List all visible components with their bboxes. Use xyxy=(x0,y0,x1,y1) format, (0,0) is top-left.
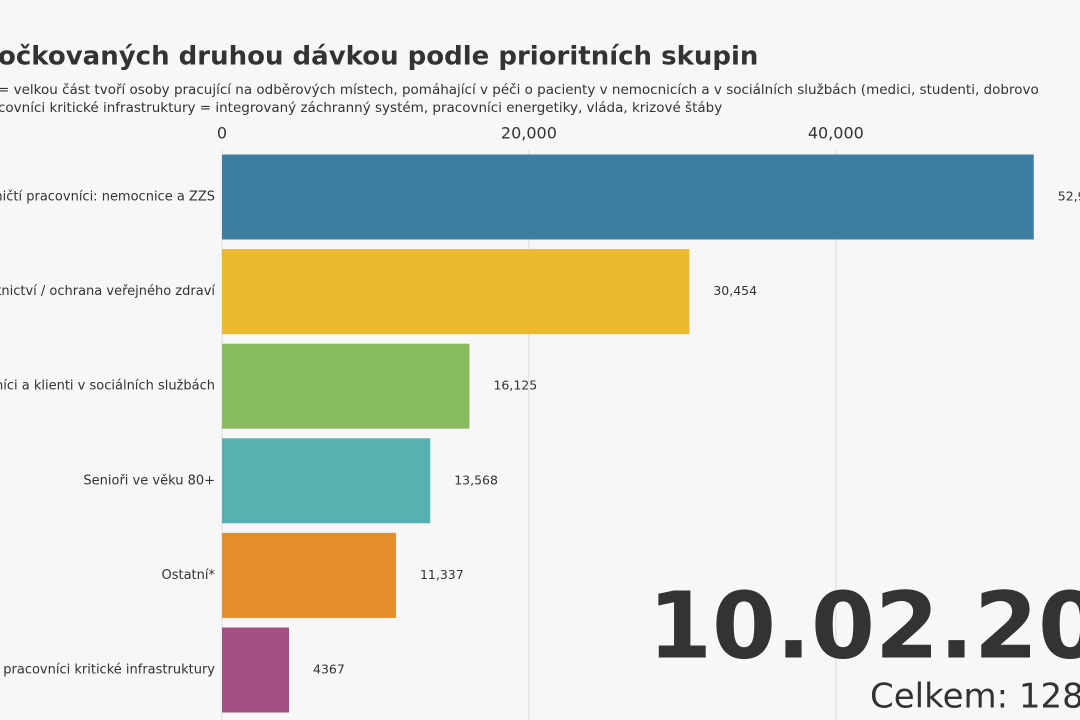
value-label: 11,337 xyxy=(420,567,464,582)
category-label: vníci a klienti v sociálních službách xyxy=(0,379,215,394)
category-label: otnictví / ochrana veřejného zdraví xyxy=(0,284,215,299)
chart-title: očkovaných druhou dávkou podle prioritní… xyxy=(0,42,758,72)
value-label: 52,9 xyxy=(1058,189,1080,204)
total-label: Celkem: 128 xyxy=(870,677,1080,717)
value-label: 13,568 xyxy=(454,472,498,487)
subtitle: = velkou část tvoří osoby pracující na o… xyxy=(0,82,1039,98)
bar xyxy=(222,438,431,524)
value-label: 30,454 xyxy=(713,283,757,298)
x-tick-label: 40,000 xyxy=(808,124,864,143)
value-label: 16,125 xyxy=(493,378,537,393)
bar xyxy=(222,627,290,713)
bar xyxy=(222,249,690,335)
bar xyxy=(222,154,1034,240)
subtitle: covníci kritické infrastruktury = integr… xyxy=(0,100,722,116)
category-label: tničtí pracovníci: nemocnice a ZZS xyxy=(0,190,215,205)
category-label: ní pracovníci kritické infrastruktury xyxy=(0,663,215,678)
x-tick-label: 20,000 xyxy=(501,124,557,143)
bar xyxy=(222,343,470,429)
bar xyxy=(222,532,396,618)
grid xyxy=(221,150,837,720)
date-label: 10.02.202 xyxy=(648,572,1080,679)
x-tick-label: 0 xyxy=(217,124,227,143)
category-label: Senioři ve věku 80+ xyxy=(83,473,215,488)
category-label: Ostatní* xyxy=(161,568,215,583)
value-label: 4367 xyxy=(313,662,345,677)
